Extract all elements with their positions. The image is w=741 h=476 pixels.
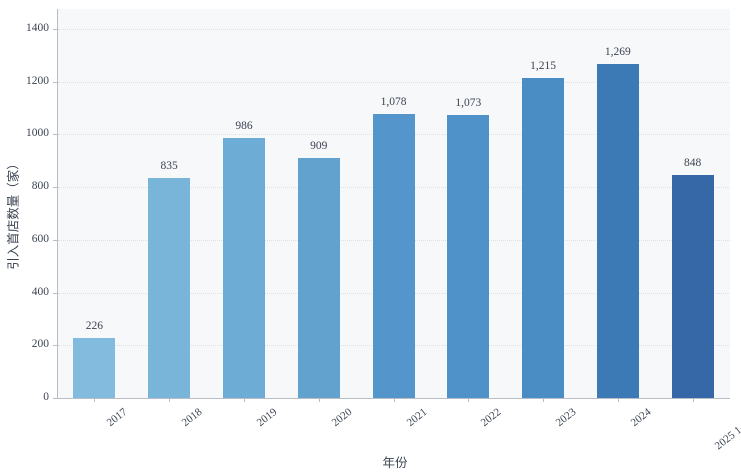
- y-tick-label: 1000: [26, 127, 49, 140]
- bar-value-label: 909: [310, 140, 328, 153]
- x-tick-mark: [543, 398, 545, 402]
- bar-group[interactable]: 835: [148, 9, 191, 398]
- bar-group[interactable]: 909: [297, 9, 340, 398]
- y-tick-mark: [53, 345, 57, 347]
- x-tick-label: 2025 1-10月: [712, 408, 741, 453]
- x-tick-mark: [94, 398, 96, 402]
- y-tick-label: 0: [43, 391, 49, 403]
- bar-group[interactable]: 1,073: [447, 9, 490, 398]
- x-tick-mark: [468, 398, 470, 402]
- x-tick-label: 2021: [404, 406, 429, 430]
- bar-group[interactable]: 226: [73, 9, 116, 398]
- bar[interactable]: [447, 115, 490, 398]
- bar-group[interactable]: 1,078: [372, 9, 415, 398]
- bar[interactable]: [297, 158, 340, 398]
- y-tick-mark: [53, 292, 57, 294]
- x-tick-mark: [393, 398, 395, 402]
- x-tick-mark: [318, 398, 320, 402]
- y-tick-mark: [53, 134, 57, 136]
- bar-value-label: 1,073: [455, 97, 482, 110]
- bar-value-label: 226: [85, 320, 103, 333]
- bar-group[interactable]: 1,269: [596, 9, 639, 398]
- y-axis-title: 引入首店数量（家）: [6, 157, 21, 270]
- y-tick-mark: [53, 187, 57, 189]
- x-tick-mark: [169, 398, 171, 402]
- bar-value-label: 986: [235, 120, 253, 133]
- y-tick-mark: [53, 81, 57, 83]
- bar-value-label: 835: [160, 159, 178, 172]
- y-tick-mark: [53, 29, 57, 30]
- bar[interactable]: [148, 177, 191, 398]
- bar[interactable]: [671, 174, 714, 398]
- bar[interactable]: [222, 138, 265, 398]
- y-tick-label: 800: [31, 180, 49, 193]
- y-tick-mark: [53, 239, 57, 241]
- x-tick-mark: [243, 398, 245, 402]
- x-tick-label: 2020: [329, 406, 355, 430]
- x-tick-mark: [692, 398, 694, 402]
- y-tick-label: 400: [31, 285, 49, 298]
- bar-value-label: 1,215: [530, 59, 556, 72]
- y-tick-mark: [53, 398, 57, 399]
- bar[interactable]: [73, 338, 116, 398]
- bar[interactable]: [596, 63, 639, 398]
- x-tick-label: 2024: [628, 406, 654, 430]
- y-tick-label: 600: [31, 232, 49, 245]
- x-tick-label: 2022: [478, 406, 504, 430]
- x-axis-title: 年份: [382, 456, 408, 470]
- bar-value-label: 848: [683, 156, 702, 169]
- bar-value-label: 1,269: [604, 45, 631, 58]
- bar-group[interactable]: 986: [222, 9, 265, 398]
- x-tick-label: 2023: [553, 406, 579, 430]
- bars-layer: 226 835 986 909 1,078 1,073 1,215 1,269 848: [57, 9, 730, 398]
- y-tick-label: 1400: [26, 22, 49, 34]
- y-tick-label: 200: [31, 338, 49, 351]
- x-tick-mark: [617, 398, 619, 402]
- x-tick-label: 2017: [105, 406, 130, 430]
- bar[interactable]: [372, 113, 415, 398]
- bar-group[interactable]: 848: [671, 9, 714, 398]
- x-tick-label: 2018: [179, 406, 205, 430]
- x-tick-label: 2019: [254, 406, 280, 430]
- bar[interactable]: [522, 77, 565, 398]
- bar-group[interactable]: 1,215: [522, 9, 565, 398]
- y-axis-ticks: 0 200 400 600 800 1000 1200 1400: [0, 0, 49, 476]
- y-axis-line: [57, 9, 58, 399]
- y-tick-label: 1200: [26, 74, 49, 87]
- bar-value-label: 1,078: [380, 95, 407, 108]
